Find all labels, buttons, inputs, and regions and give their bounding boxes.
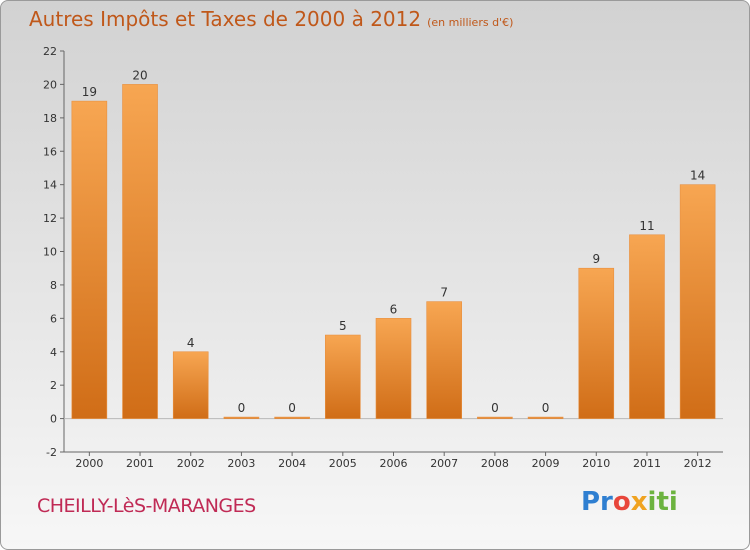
x-tick-label: 2009 [532, 457, 560, 470]
bar [172, 351, 209, 419]
logo-part: o [612, 487, 631, 517]
x-tick-label: 2005 [329, 457, 357, 470]
commune-name: CHEILLY-LèS-MARANGES [37, 495, 256, 517]
y-tick-label: 10 [43, 246, 57, 259]
data-label: 0 [288, 401, 296, 415]
bar [679, 184, 716, 419]
data-label: 4 [187, 336, 195, 350]
data-label: 5 [339, 319, 347, 333]
chart-title: Autres Impôts et Taxes de 2000 à 2012 (en… [29, 7, 513, 31]
x-tick-label: 2002 [177, 457, 205, 470]
bar [375, 318, 412, 419]
y-tick-label: -2 [46, 446, 57, 459]
bar [325, 334, 361, 419]
data-label: 11 [639, 219, 654, 233]
x-tick-label: 2012 [684, 457, 712, 470]
logo-part: Pr [581, 487, 613, 517]
y-tick-label: 20 [43, 78, 57, 91]
y-tick-label: 14 [43, 179, 57, 192]
bar [122, 84, 158, 419]
bar [223, 416, 260, 419]
y-tick-label: 16 [43, 145, 57, 158]
data-label: 7 [440, 286, 448, 300]
x-tick-label: 2006 [380, 457, 408, 470]
bar [527, 416, 564, 419]
y-tick-label: 6 [50, 312, 57, 325]
data-label: 14 [690, 169, 705, 183]
data-label: 20 [132, 68, 147, 82]
bar [71, 100, 108, 419]
logo-part: iti [647, 487, 678, 517]
y-tick-label: 8 [50, 279, 57, 292]
proxiti-logo: Proxiti [581, 487, 678, 517]
data-label: 19 [82, 85, 97, 99]
y-tick-label: 2 [50, 379, 57, 392]
x-tick-label: 2011 [633, 457, 661, 470]
bar [477, 416, 513, 419]
y-tick-label: 12 [43, 212, 57, 225]
data-label: 9 [592, 252, 600, 266]
x-tick-label: 2000 [75, 457, 103, 470]
bar [578, 267, 615, 419]
data-label: 0 [238, 401, 246, 415]
chart-title-text: Autres Impôts et Taxes de 2000 à 2012 [29, 7, 422, 31]
chart-unit-label: (en milliers d'€) [427, 16, 514, 29]
bar [426, 301, 462, 419]
x-tick-label: 2003 [227, 457, 255, 470]
data-label: 6 [390, 302, 398, 316]
y-tick-label: 18 [43, 112, 57, 125]
bar [274, 416, 310, 419]
x-tick-label: 2004 [278, 457, 306, 470]
data-label: 0 [542, 401, 550, 415]
x-tick-label: 2010 [582, 457, 610, 470]
x-tick-label: 2008 [481, 457, 509, 470]
y-tick-label: 4 [50, 346, 57, 359]
data-label: 0 [491, 401, 499, 415]
x-tick-label: 2001 [126, 457, 154, 470]
y-tick-label: 0 [50, 413, 57, 426]
logo-part: x [630, 487, 648, 517]
x-tick-label: 2007 [430, 457, 458, 470]
bar [629, 234, 665, 419]
y-tick-label: 22 [43, 45, 57, 58]
